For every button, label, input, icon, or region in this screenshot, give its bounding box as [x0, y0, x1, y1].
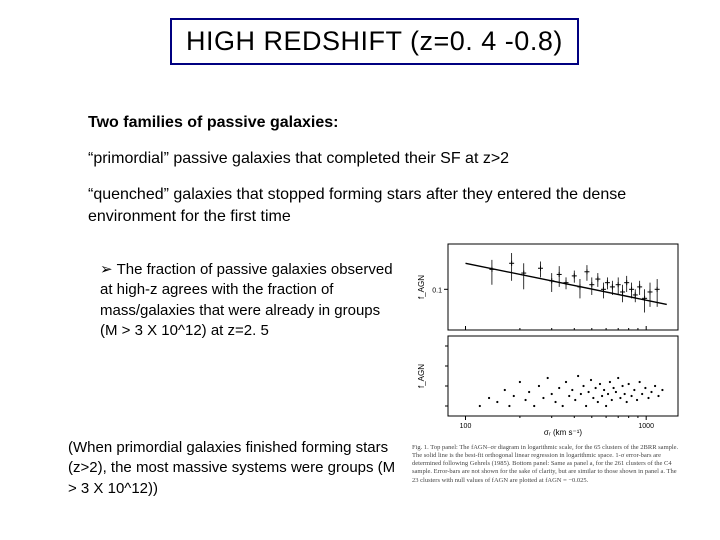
slide-title: HIGH REDSHIFT (z=0. 4 -0.8) — [170, 18, 579, 65]
svg-text:100: 100 — [460, 423, 472, 430]
footnote-text: (When primordial galaxies finished formi… — [68, 438, 398, 499]
family2-text: “quenched” galaxies that stopped forming… — [88, 184, 648, 227]
svg-text:0.1: 0.1 — [432, 287, 442, 294]
svg-text:f_AGN: f_AGN — [417, 364, 426, 388]
fagn-sigma-chart: 100 1000 σᵣ (km s⁻¹) 0.1 f_AGN f_AGN — [412, 238, 684, 438]
figure-caption: Fig. 1. Top panel: The fAGN–σr diagram i… — [412, 444, 684, 485]
svg-text:σᵣ (km s⁻¹): σᵣ (km s⁻¹) — [544, 428, 583, 437]
intro-text: Two families of passive galaxies: — [88, 112, 648, 134]
bullet-text: The fraction of passive galaxies observe… — [100, 261, 393, 339]
svg-text:1000: 1000 — [638, 423, 654, 430]
bullet-block: ➢The fraction of passive galaxies observ… — [100, 260, 400, 341]
family1-text: “primordial” passive galaxies that compl… — [88, 148, 648, 170]
slide: HIGH REDSHIFT (z=0. 4 -0.8) Two families… — [0, 0, 720, 540]
bullet-arrow-icon: ➢ — [100, 260, 113, 280]
svg-text:f_AGN: f_AGN — [417, 275, 426, 299]
